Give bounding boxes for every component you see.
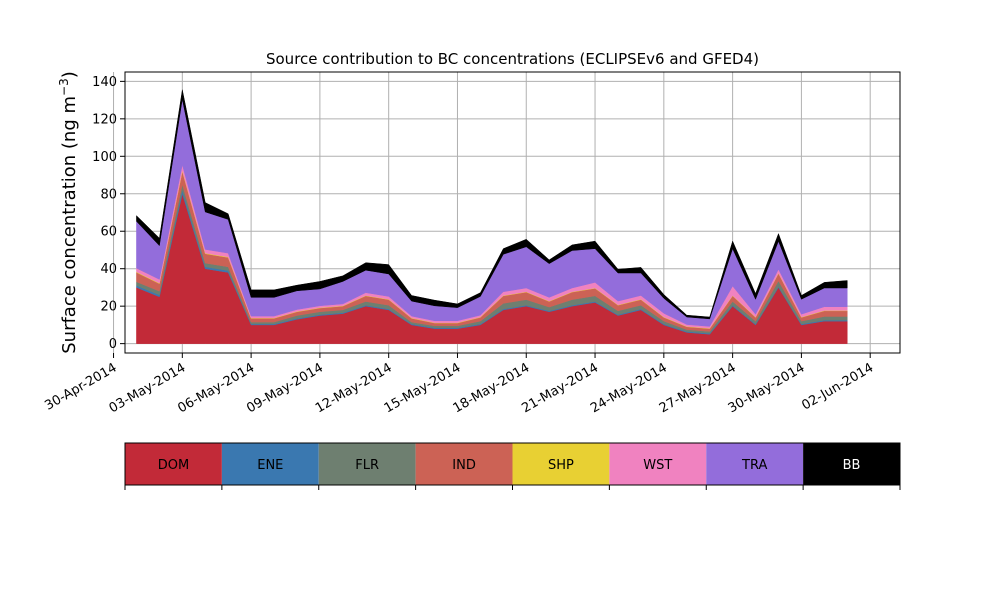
y-axis: 0 20 40 60 80 100 120 140 [92,75,125,352]
series-area-tra [136,99,848,327]
x-tick-label: 21-May-2014 [519,360,601,416]
legend-swatch-wst [609,443,707,485]
legend-label-shp: SHP [548,458,574,473]
legend-label-wst: WST [643,458,672,473]
y-tick-label: 40 [100,262,117,277]
x-axis: 30-Apr-201403-May-201406-May-201409-May-… [42,353,876,416]
y-tick-label: 100 [92,150,117,165]
y-tick-label: 60 [100,225,117,240]
legend-swatch-dom [125,443,222,485]
x-tick-label: 24-May-2014 [588,360,670,416]
y-axis-label: Surface concentration (ng m−3) [57,71,80,354]
legend-label-dom: DOM [158,458,189,473]
legend-swatch-bb [803,443,900,485]
legend-swatch-ene [221,443,319,485]
y-axis-label-main: Surface concentration (ng m [59,96,80,354]
plot-frame [124,71,901,354]
chart-title: Source contribution to BC concentrations… [266,50,759,68]
y-tick-label: 120 [92,112,117,127]
x-tick-label: 09-May-2014 [244,360,326,416]
legend-label-flr: FLR [355,458,379,473]
y-axis-label-close: ) [59,71,80,78]
y-tick-label: 140 [92,75,117,90]
legend-label-ene: ENE [257,458,283,473]
x-tick-label: 18-May-2014 [451,360,533,416]
x-tick-label: 27-May-2014 [657,360,739,416]
x-tick-label: 03-May-2014 [107,360,189,416]
x-tick-label: 12-May-2014 [313,360,395,416]
legend-label-ind: IND [452,458,476,473]
y-tick-label: 20 [100,300,117,315]
legend-colorbar: DOM ENE FLR IND SHP WST TRA BB [124,442,901,490]
legend-swatch-tra [706,443,804,485]
y-tick-label: 0 [109,337,117,352]
x-tick-label: 30-May-2014 [726,360,808,416]
y-axis-label-superscript: −3 [57,78,71,96]
legend-swatch-flr [318,443,416,485]
legend-swatch-shp [512,443,610,485]
legend-frame [124,442,901,486]
series-area-bb [136,89,848,320]
legend-swatch-ind [415,443,513,485]
y-tick-label: 80 [100,187,117,202]
stacked-areas [136,89,848,344]
x-tick-label: 02-Jun-2014 [799,360,876,413]
x-tick-label: 06-May-2014 [175,360,257,416]
legend-label-bb: BB [843,458,861,473]
x-tick-label: 15-May-2014 [382,360,464,416]
legend-label-tra: TRA [741,458,767,473]
